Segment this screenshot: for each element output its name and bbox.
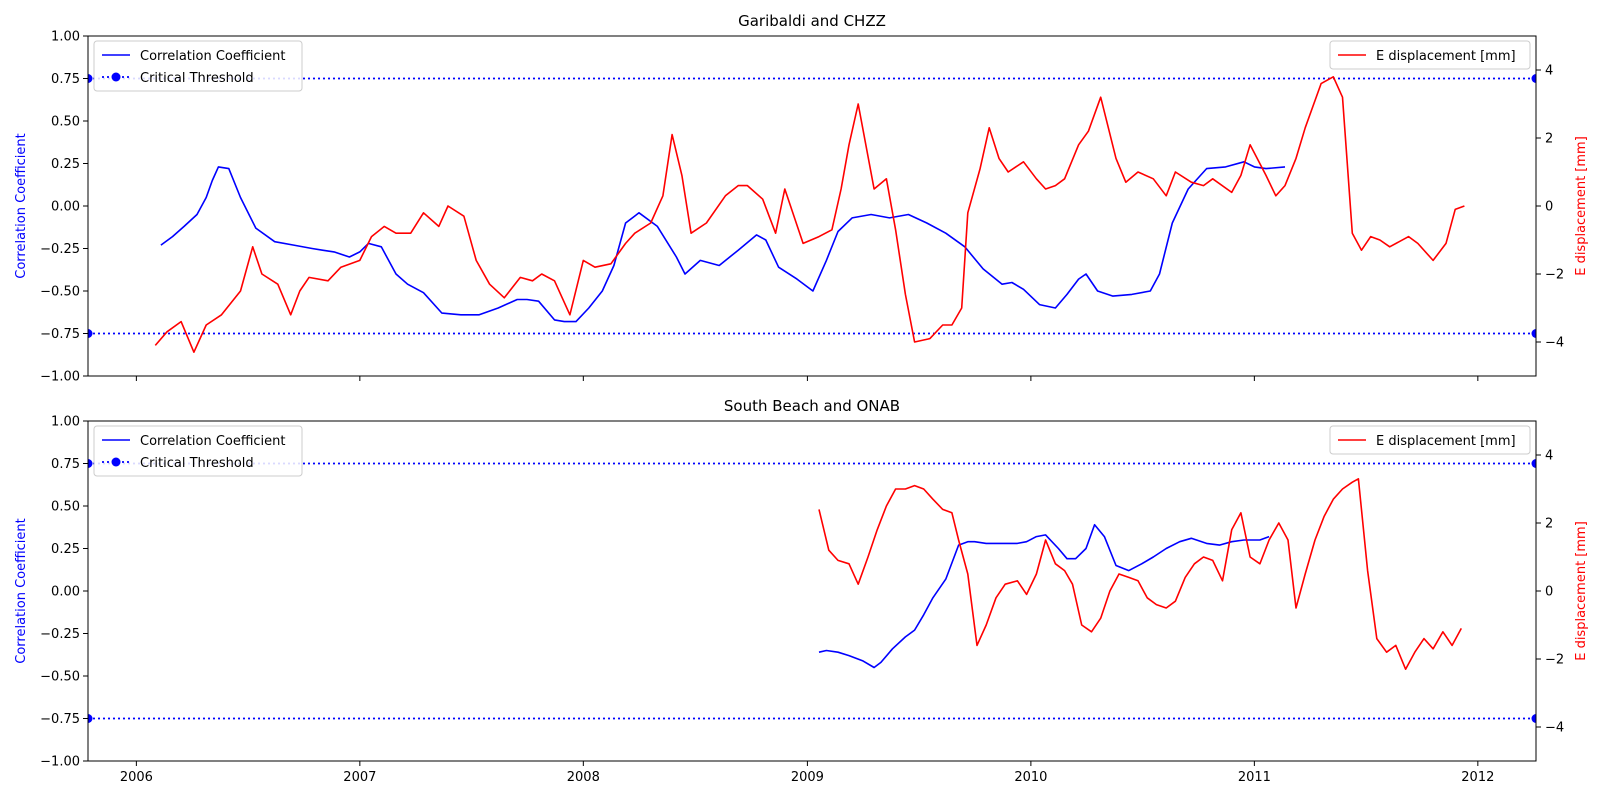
left-y-tick-label: −0.50 bbox=[40, 285, 80, 300]
left-y-tick-label: 0.25 bbox=[51, 157, 80, 172]
e-displacement-line bbox=[818, 477, 1463, 671]
left-y-tick-label: −0.25 bbox=[40, 627, 80, 642]
threshold-marker bbox=[88, 714, 93, 723]
legend-box bbox=[93, 425, 303, 477]
right-y-tick-label: 2 bbox=[1545, 517, 1553, 532]
plot-frame bbox=[87, 420, 1537, 762]
e-displacement-line bbox=[154, 76, 1465, 354]
left-y-tick-label: −0.75 bbox=[40, 327, 80, 342]
right-y-tick-label: 2 bbox=[1545, 132, 1553, 147]
legend-left: Correlation Coefficient Critical Threshol… bbox=[93, 40, 303, 92]
legend-displacement-label: E displacement [mm] bbox=[1376, 49, 1516, 64]
x-tick-label: 2012 bbox=[1461, 770, 1494, 785]
legend-right: E displacement [mm] bbox=[1329, 425, 1531, 455]
left-y-tick-label: −0.50 bbox=[40, 670, 80, 685]
series-lines bbox=[154, 76, 1465, 354]
right-y-tick-label: −2 bbox=[1545, 268, 1564, 283]
chart-panel-2: South Beach and ONAB 1.00 0.75 0.50 0.25 0.00… bbox=[14, 397, 1589, 785]
legend-correlation-label: Correlation Coefficient bbox=[140, 49, 286, 64]
left-y-axis-label: Correlation Coefficient bbox=[14, 518, 29, 664]
legend-threshold-marker bbox=[111, 457, 121, 467]
legend-threshold-marker bbox=[111, 72, 121, 82]
left-y-tick-label: 0.50 bbox=[51, 115, 80, 130]
x-tick-label: 2006 bbox=[120, 770, 153, 785]
threshold-marker bbox=[1531, 74, 1536, 83]
series-lines bbox=[818, 477, 1463, 671]
left-y-tick-label: 1.00 bbox=[51, 30, 80, 45]
legend-box bbox=[1329, 425, 1531, 455]
legend-displacement-label: E displacement [mm] bbox=[1376, 434, 1516, 449]
left-y-tick-label: 0.75 bbox=[51, 457, 80, 472]
x-tick-label: 2007 bbox=[343, 770, 376, 785]
correlation-coefficient-line bbox=[160, 161, 1286, 323]
right-y-tick-label: −4 bbox=[1545, 721, 1564, 736]
left-y-tick-label: 1.00 bbox=[51, 415, 80, 430]
legend-correlation-label: Correlation Coefficient bbox=[140, 434, 286, 449]
threshold-marker bbox=[88, 74, 93, 83]
left-y-tick-label: 0.50 bbox=[51, 500, 80, 515]
threshold-marker bbox=[88, 459, 93, 468]
right-y-tick-label: 4 bbox=[1545, 64, 1553, 79]
threshold-lines bbox=[88, 459, 1536, 723]
threshold-marker bbox=[1531, 714, 1536, 723]
chart-title: South Beach and ONAB bbox=[724, 397, 900, 415]
x-tick-label: 2009 bbox=[791, 770, 824, 785]
correlation-coefficient-line bbox=[818, 523, 1270, 669]
right-y-tick-label: −2 bbox=[1545, 653, 1564, 668]
threshold-lines bbox=[88, 74, 1536, 338]
legend-left: Correlation Coefficient Critical Threshol… bbox=[93, 425, 303, 477]
legend-threshold-label: Critical Threshold bbox=[140, 456, 254, 471]
threshold-marker bbox=[1531, 459, 1536, 468]
legend-box bbox=[93, 40, 303, 92]
right-y-tick-label: 0 bbox=[1545, 585, 1553, 600]
left-y-tick-label: 0.00 bbox=[51, 200, 80, 215]
left-y-axis-label: Correlation Coefficient bbox=[14, 133, 29, 279]
x-tick-label: 2010 bbox=[1014, 770, 1047, 785]
plot-frame bbox=[87, 35, 1537, 377]
threshold-marker bbox=[1531, 329, 1536, 338]
chart-title: Garibaldi and CHZZ bbox=[738, 12, 886, 30]
right-y-axis-label: E displacement [mm] bbox=[1574, 136, 1589, 276]
x-tick-label: 2008 bbox=[567, 770, 600, 785]
left-y-tick-label: −0.25 bbox=[40, 242, 80, 257]
legend-threshold-label: Critical Threshold bbox=[140, 71, 254, 86]
left-y-tick-label: −1.00 bbox=[40, 370, 80, 385]
right-y-tick-label: 4 bbox=[1545, 449, 1553, 464]
right-y-tick-label: 0 bbox=[1545, 200, 1553, 215]
left-y-tick-label: 0.25 bbox=[51, 542, 80, 557]
left-y-tick-label: −0.75 bbox=[40, 712, 80, 727]
right-y-axis-label: E displacement [mm] bbox=[1574, 521, 1589, 661]
right-y-tick-label: −4 bbox=[1545, 336, 1564, 351]
x-tick-label: 2011 bbox=[1238, 770, 1271, 785]
threshold-marker bbox=[88, 329, 93, 338]
legend-right: E displacement [mm] bbox=[1329, 40, 1531, 70]
left-y-tick-label: 0.00 bbox=[51, 585, 80, 600]
chart-panel-1: Garibaldi and CHZZ 1.00 0.75 0.50 0.25 0.00 −0… bbox=[14, 12, 1589, 385]
left-y-tick-label: 0.75 bbox=[51, 72, 80, 87]
left-y-tick-label: −1.00 bbox=[40, 755, 80, 770]
legend-box bbox=[1329, 40, 1531, 70]
